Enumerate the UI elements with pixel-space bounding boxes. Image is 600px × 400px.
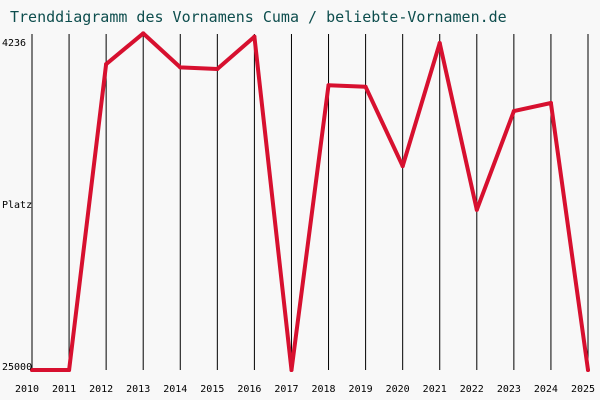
data-point-2019 <box>363 84 368 89</box>
y-axis-label: Platz <box>2 200 32 211</box>
data-point-2014 <box>178 65 183 70</box>
x-tick-labels: 2010 2011 2012 2013 2014 2015 2016 2017 2018 2019… <box>15 384 595 395</box>
data-point-2021 <box>437 41 442 46</box>
y-tick-bottom: 25000 <box>2 362 32 373</box>
grid-lines <box>31 34 589 370</box>
x-tick-2023: 2023 <box>497 384 521 395</box>
x-tick-2024: 2024 <box>534 384 558 395</box>
data-point-2025 <box>586 368 590 372</box>
data-point-2016 <box>252 34 257 39</box>
x-tick-2012: 2012 <box>89 384 113 395</box>
x-tick-2016: 2016 <box>237 384 261 395</box>
data-point-2018 <box>326 83 331 88</box>
x-tick-2025: 2025 <box>571 384 595 395</box>
data-point-2023 <box>511 109 516 114</box>
data-point-2024 <box>548 100 553 105</box>
data-point-2010 <box>30 368 34 372</box>
x-tick-2017: 2017 <box>274 384 298 395</box>
x-tick-2019: 2019 <box>349 384 373 395</box>
y-tick-top: 4236 <box>2 38 26 49</box>
data-point-2020 <box>400 164 405 169</box>
x-tick-2021: 2021 <box>423 384 447 395</box>
data-point-2012 <box>104 62 109 67</box>
data-point-2013 <box>141 31 146 36</box>
data-point-2017 <box>289 368 294 372</box>
data-point-2015 <box>215 67 220 72</box>
x-tick-2022: 2022 <box>460 384 484 395</box>
series-line-group <box>30 31 590 372</box>
x-tick-2013: 2013 <box>126 384 150 395</box>
series-line <box>30 31 590 372</box>
y-tick-labels: 4236 Platz 25000 <box>2 38 32 373</box>
x-tick-2014: 2014 <box>163 384 187 395</box>
chart-title: Trenddiagramm des Vornamens Cuma / belie… <box>10 8 507 26</box>
x-tick-2020: 2020 <box>386 384 410 395</box>
data-point-2022 <box>474 207 479 212</box>
x-tick-2015: 2015 <box>200 384 224 395</box>
x-tick-2010: 2010 <box>15 384 39 395</box>
data-point-2011 <box>67 368 72 372</box>
x-tick-2011: 2011 <box>52 384 76 395</box>
x-tick-2018: 2018 <box>311 384 335 395</box>
